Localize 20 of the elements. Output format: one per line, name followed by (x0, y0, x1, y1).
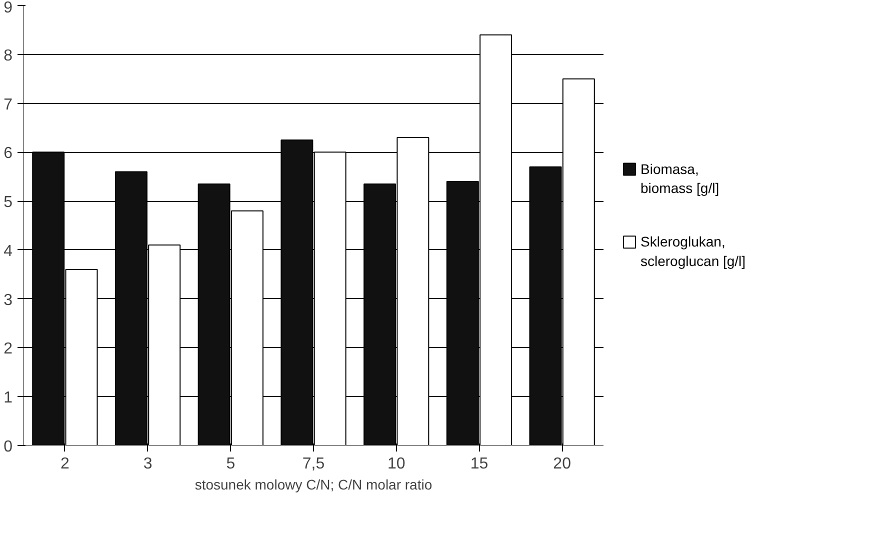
x-tick-label: 10 (387, 456, 406, 472)
x-tick-label: 5 (226, 456, 236, 472)
y-tick-label: 8 (4, 47, 13, 64)
y-tick-label: 4 (4, 242, 13, 260)
y-tick-label: 3 (4, 292, 13, 309)
x-axis-title: stosunek molowy C/N; C/N molar ratio (194, 476, 432, 492)
y-tick-label: 9 (4, 0, 13, 16)
y-tick-label: 7 (4, 96, 13, 114)
y-tick-label: 5 (4, 194, 13, 212)
y-tick-label: 1 (4, 390, 13, 407)
x-tick-label: 2 (60, 456, 70, 472)
x-tick-label: 15 (470, 456, 488, 472)
x-tick-label: 7,5 (302, 456, 325, 472)
x-tick-label: 20 (553, 456, 572, 472)
x-tick-label: 3 (143, 456, 152, 472)
legend-label: Skleroglukan, scleroglucan [g/l] (640, 234, 746, 269)
y-tick-label: 0 (4, 438, 13, 456)
y-tick-label: 6 (4, 145, 13, 162)
y-tick-label: 2 (4, 340, 13, 358)
legend-label: Biomasa, biomass [g/l] (640, 160, 720, 196)
